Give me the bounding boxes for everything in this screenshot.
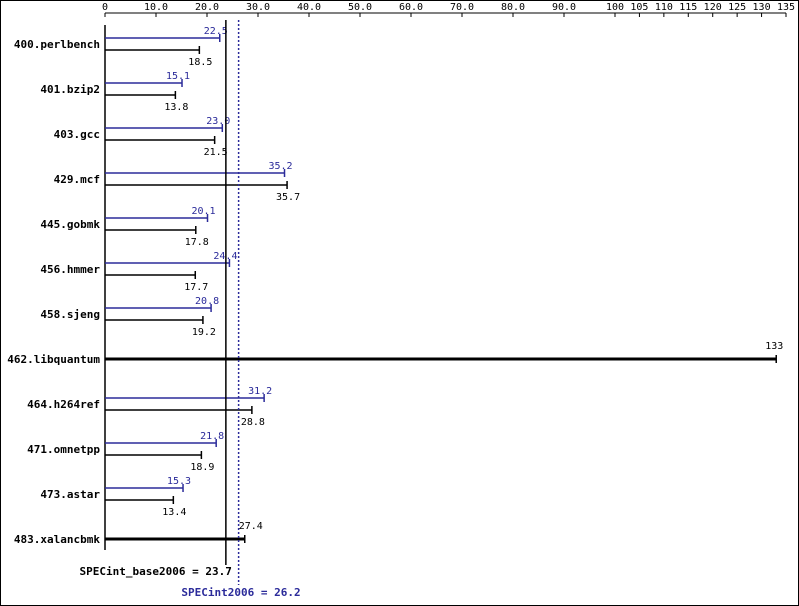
x-tick-label: 50.0 [348,2,372,13]
x-tick-label: 100 [606,2,624,13]
benchmark-label: 429.mcf [54,173,100,186]
x-tick-label: 40.0 [297,2,321,13]
benchmark-label: 464.h264ref [27,398,100,411]
peak-value-label: 23.0 [206,116,230,127]
x-tick-label: 90.0 [552,2,576,13]
base-value-label: 18.9 [190,462,214,473]
peak-value-label: 21.8 [200,431,224,442]
benchmark-label: 471.omnetpp [27,443,100,456]
benchmark-label: 445.gobmk [40,218,100,231]
peak-value-label: 15.3 [167,476,191,487]
x-tick-label: 135 [777,2,795,13]
base-value-label: 18.5 [188,57,212,68]
base-value-label: 133 [765,341,783,352]
x-tick-label: 80.0 [501,2,525,13]
base-value-label: 13.8 [164,102,188,113]
x-tick-label: 105 [630,2,648,13]
benchmark-label: 401.bzip2 [40,83,100,96]
base-summary-label: SPECint_base2006 = 23.7 [80,565,232,578]
base-value-label: 28.8 [241,417,265,428]
x-tick-label: 130 [753,2,771,13]
peak-summary-label: SPECint2006 = 26.2 [181,586,300,599]
x-tick-label: 30.0 [246,2,270,13]
peak-value-label: 22.5 [204,26,228,37]
peak-value-label: 35.2 [268,161,292,172]
x-tick-label: 110 [655,2,673,13]
peak-value-label: 20.1 [191,206,215,217]
base-value-label: 27.4 [239,521,263,532]
x-tick-label: 10.0 [144,2,168,13]
benchmark-label: 403.gcc [54,128,100,141]
x-tick-label: 0 [102,2,108,13]
benchmark-label: 400.perlbench [14,38,100,51]
benchmark-label: 473.astar [40,488,100,501]
x-tick-label: 20.0 [195,2,219,13]
benchmark-label: 456.hmmer [40,263,100,276]
base-value-label: 17.7 [184,282,208,293]
benchmark-label: 462.libquantum [7,353,100,366]
benchmark-label: 458.sjeng [40,308,100,321]
base-value-label: 17.8 [185,237,209,248]
benchmark-label: 483.xalancbmk [14,533,100,546]
peak-value-label: 20.8 [195,296,219,307]
peak-value-label: 15.1 [166,71,190,82]
x-tick-label: 70.0 [450,2,474,13]
x-tick-label: 125 [728,2,746,13]
x-tick-label: 60.0 [399,2,423,13]
base-value-label: 35.7 [276,192,300,203]
x-tick-label: 120 [704,2,722,13]
base-value-label: 21.5 [204,147,228,158]
peak-value-label: 31.2 [248,386,272,397]
base-value-label: 13.4 [162,507,186,518]
x-tick-label: 115 [679,2,697,13]
base-value-label: 19.2 [192,327,216,338]
